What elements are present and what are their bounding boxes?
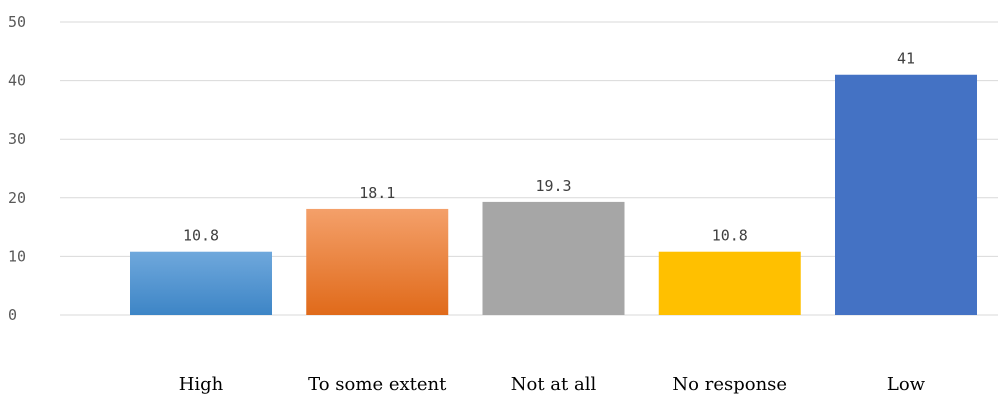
category-label-low: Low	[887, 374, 926, 395]
data-label-to-some-extent: 18.1	[359, 184, 395, 202]
data-label-no-response: 10.8	[712, 227, 748, 245]
bar-low	[835, 74, 977, 316]
category-label-not-at-all: Not at all	[511, 374, 597, 395]
y-tick-label-30: 30	[8, 130, 26, 148]
y-axis-ticks: 0 10 20 30 40 50	[8, 13, 26, 324]
bar-no-response	[658, 251, 801, 315]
y-tick-label-20: 20	[8, 189, 26, 207]
category-label-no-response: No response	[672, 374, 787, 395]
bar-not-at-all	[482, 201, 625, 315]
category-label-to-some-extent: To some extent	[308, 374, 447, 395]
data-label-high: 10.8	[183, 227, 219, 245]
y-tick-label-40: 40	[8, 72, 26, 90]
y-tick-label-0: 0	[8, 306, 17, 324]
category-labels: High To some extent Not at all No response L…	[179, 374, 926, 395]
data-labels: 10.8 18.1 19.3 10.8 41	[183, 50, 915, 245]
category-label-high: High	[179, 374, 224, 395]
bars	[130, 74, 977, 316]
y-tick-label-10: 10	[8, 247, 26, 265]
data-label-not-at-all: 19.3	[535, 177, 571, 195]
bar-to-some-extent	[306, 208, 449, 315]
data-label-low: 41	[897, 50, 915, 68]
bar-high	[130, 251, 272, 315]
y-tick-label-50: 50	[8, 13, 26, 31]
